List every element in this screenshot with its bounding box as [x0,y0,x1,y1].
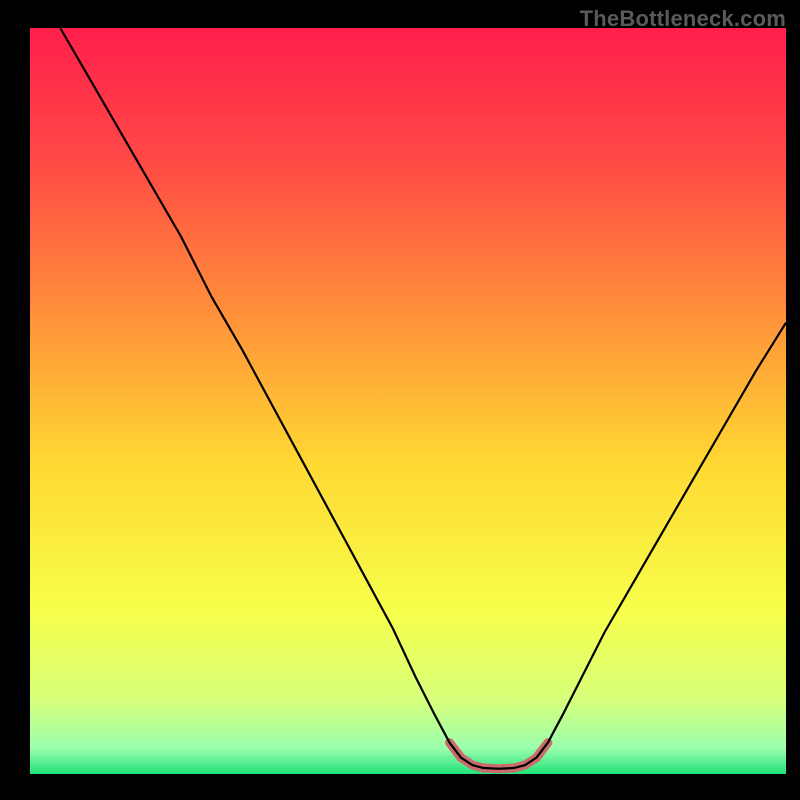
bottleneck-chart: TheBottleneck.com [0,0,800,800]
border-top [0,0,800,28]
chart-svg [0,0,800,800]
border-right [786,0,800,800]
border-left [0,0,30,800]
border-bottom [0,774,800,800]
